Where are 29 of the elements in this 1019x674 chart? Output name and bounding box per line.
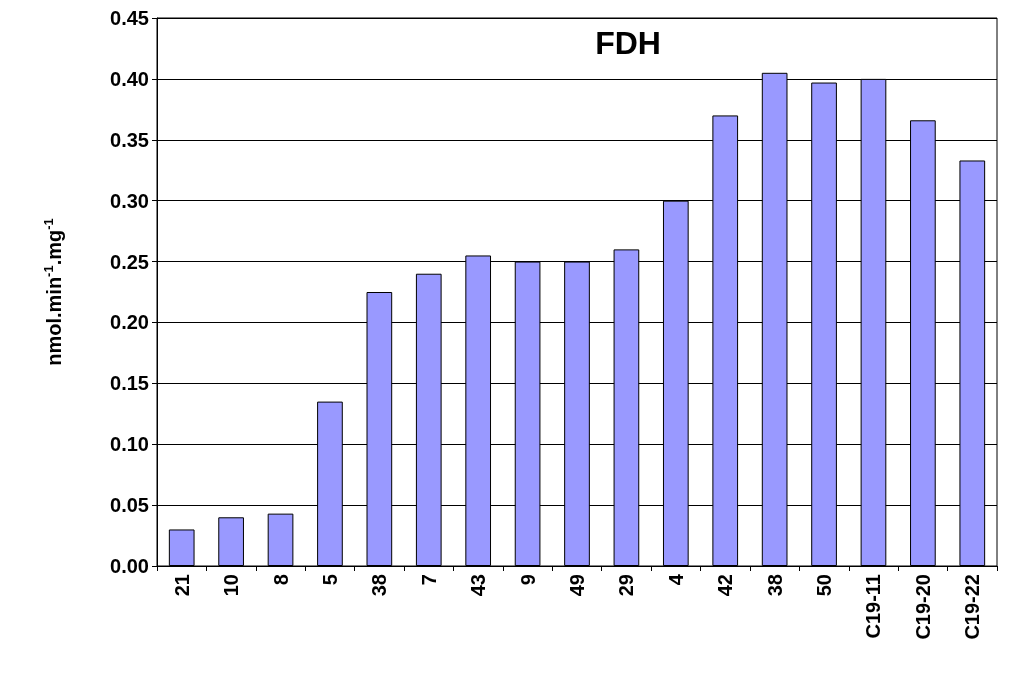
x-tick-label: 42	[714, 574, 737, 597]
x-tick-label: 38	[368, 574, 391, 597]
y-tick-label: 0.30	[110, 189, 149, 212]
y-tick-label: 0.00	[110, 555, 149, 577]
x-tick-label: 4	[664, 573, 687, 586]
x-tick-label: C19-22	[961, 574, 984, 640]
x-tick-label: 10	[220, 574, 243, 597]
chart-title: FDH	[595, 25, 661, 61]
y-tick-label: 0.40	[110, 67, 149, 90]
y-tick-label: 0.10	[110, 433, 149, 456]
y-tick-label: 0.25	[110, 250, 149, 273]
y-tick-label: 0.45	[110, 7, 149, 29]
x-tick-label: 21	[170, 574, 193, 597]
y-tick-label: 0.20	[110, 311, 149, 334]
x-tick-label: 50	[813, 574, 836, 597]
x-tick-label: 29	[615, 574, 638, 597]
y-axis-title: nmol.min-1.mg-1	[41, 218, 65, 366]
x-tick-label: 38	[763, 574, 786, 597]
x-tick-label: C19-11	[862, 574, 885, 639]
y-tick-label: 0.15	[110, 372, 149, 395]
y-tick-label: 0.35	[110, 128, 149, 151]
x-tick-label: 49	[566, 574, 588, 597]
x-tick-label: 5	[318, 574, 341, 586]
x-tick-label: 9	[516, 574, 539, 586]
y-tick-label: 0.05	[110, 494, 149, 517]
x-tick-label: 7	[417, 574, 440, 586]
x-tick-label: C19-20	[911, 574, 934, 640]
x-tick-label: 43	[467, 574, 490, 597]
x-tick-label: 8	[269, 574, 292, 586]
